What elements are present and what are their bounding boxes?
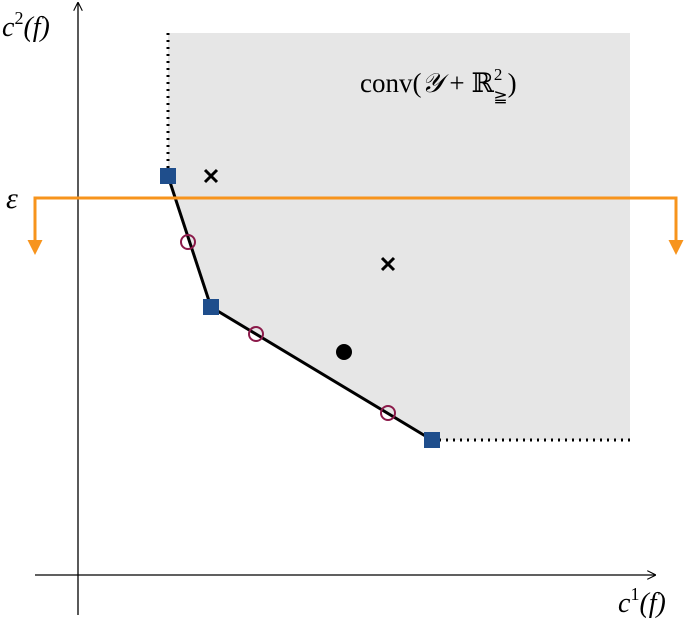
x-axis-label: c1(f)	[618, 584, 666, 619]
square-point	[203, 299, 219, 315]
circle-point	[248, 326, 264, 342]
epsilon-line	[33, 196, 678, 245]
region	[168, 33, 630, 440]
text-part: +	[443, 68, 472, 98]
square-point	[160, 168, 176, 184]
cross	[203, 168, 219, 184]
text-part: )	[508, 68, 517, 98]
text-part: (f)	[23, 12, 49, 43]
text-part: ℝ	[471, 68, 494, 98]
text-part: ≧	[493, 87, 507, 106]
text-part: c	[2, 12, 15, 43]
region-label: conv(𝒴 + ℝ2 ≧)	[360, 65, 517, 106]
square-point	[424, 432, 440, 448]
dot	[336, 344, 352, 360]
circle-point	[380, 405, 396, 421]
epsilon-label: ε	[6, 182, 18, 215]
text-part: conv(	[360, 68, 421, 98]
text-part: 2	[494, 65, 503, 84]
circle-point	[180, 234, 196, 250]
cross	[380, 256, 396, 272]
text-part: (f)	[639, 588, 665, 619]
y-axis-label: c2(f)	[2, 8, 50, 43]
text-part: 1	[630, 584, 639, 604]
text-part: c	[618, 588, 631, 619]
text-part: 2	[14, 8, 23, 28]
